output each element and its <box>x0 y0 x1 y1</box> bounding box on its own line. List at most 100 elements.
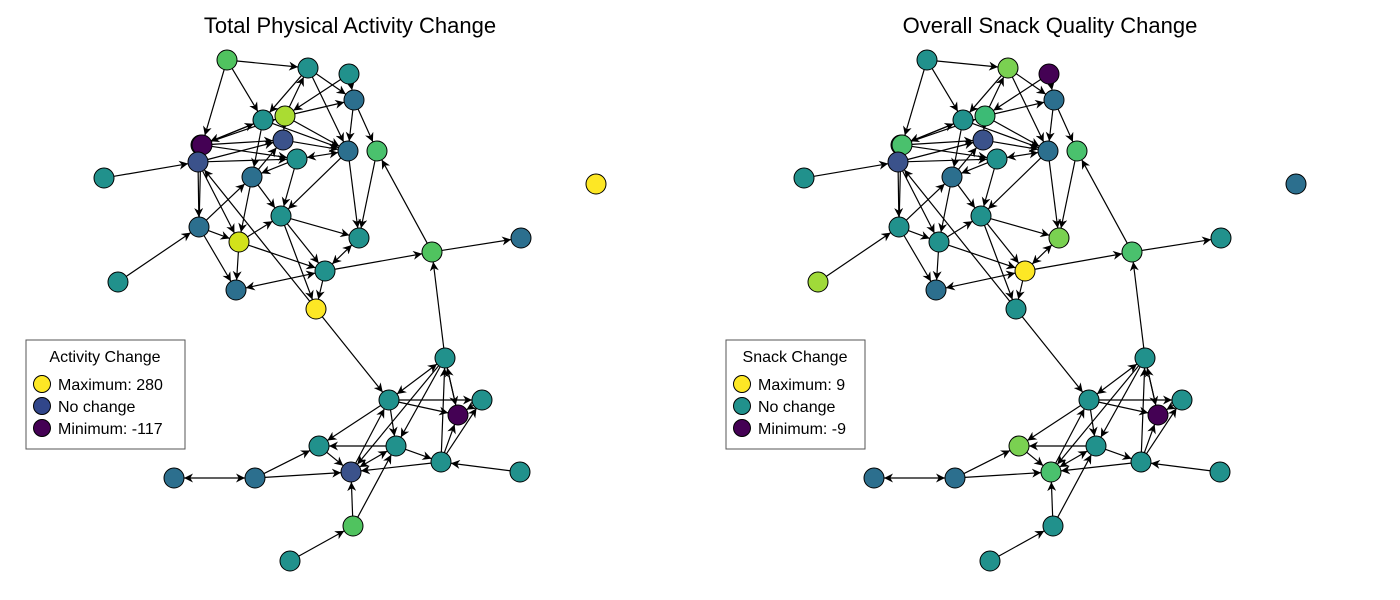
snack-node <box>863 467 885 489</box>
snack-edge <box>1146 408 1177 454</box>
activity-node <box>366 140 388 162</box>
snack-legend-min-swatch <box>733 419 751 437</box>
snack-node <box>952 109 974 131</box>
snack-edge <box>825 232 892 277</box>
activity-edge <box>290 218 350 238</box>
snack-edge <box>986 223 1020 264</box>
activity-node <box>297 57 319 79</box>
activity-edge <box>208 229 230 240</box>
snack-edge <box>1166 401 1177 411</box>
activity-node <box>305 298 327 320</box>
activity-edge <box>292 141 339 153</box>
activity-edge <box>429 261 445 349</box>
activity-legend: Activity Change Maximum: 280 No change M… <box>25 339 186 450</box>
activity-edge <box>264 468 342 478</box>
activity-edge <box>316 280 325 300</box>
activity-edge <box>348 160 362 229</box>
activity-edge <box>334 250 423 270</box>
snack-edge <box>903 69 925 136</box>
activity-node <box>338 63 360 85</box>
snack-node <box>1066 140 1088 162</box>
snack-nodes <box>793 49 1307 572</box>
activity-edge <box>125 232 192 277</box>
activity-edge <box>281 168 295 207</box>
snack-edge <box>993 120 1040 147</box>
activity-edge <box>441 236 512 252</box>
activity-edge <box>360 462 432 475</box>
snack-legend-title: Snack Change <box>743 349 848 366</box>
snack-node <box>1147 404 1169 426</box>
activity-edge <box>232 251 242 281</box>
snack-edge <box>957 147 978 170</box>
activity-edge <box>236 60 299 71</box>
snack-node <box>888 216 910 238</box>
snack-edge <box>948 244 1016 270</box>
snack-node <box>1078 389 1100 411</box>
snack-node <box>1037 140 1059 162</box>
snack-node <box>1130 451 1152 473</box>
snack-edge <box>911 136 974 146</box>
activity-edge <box>203 69 225 136</box>
activity-edge <box>205 183 246 221</box>
activity-node <box>225 279 247 301</box>
snack-node <box>928 231 950 253</box>
snack-node <box>941 166 963 188</box>
activity-edge <box>466 401 477 411</box>
activity-edge <box>450 459 511 472</box>
snack-edge <box>994 99 1045 115</box>
snack-panel: Overall Snack Quality Change Snack Chang… <box>725 13 1307 572</box>
snack-edge <box>1098 401 1149 416</box>
snack-node <box>1005 298 1027 320</box>
activity-edge <box>398 401 449 416</box>
snack-edge <box>1096 363 1138 395</box>
snack-edge <box>1011 76 1045 143</box>
activity-node <box>187 151 209 173</box>
activity-node <box>163 467 185 489</box>
snack-edge <box>1088 409 1098 437</box>
activity-node <box>434 347 456 369</box>
snack-node <box>997 57 1019 79</box>
snack-edge <box>945 270 1016 291</box>
snack-edge <box>813 160 889 177</box>
activity-edge <box>251 129 262 168</box>
activity-legend-max-label: Maximum: 280 <box>58 377 163 394</box>
activity-edge <box>203 235 232 282</box>
activity-node <box>93 167 115 189</box>
snack-node <box>944 467 966 489</box>
activity-node <box>510 227 532 249</box>
activity-edge <box>294 99 345 115</box>
snack-edge <box>993 78 1041 112</box>
snack-edge <box>907 155 988 165</box>
activity-edge <box>345 109 355 142</box>
activity-node <box>343 89 365 111</box>
snack-edge <box>992 141 1039 153</box>
snack-node <box>1048 227 1070 249</box>
snack-node <box>807 271 829 293</box>
snack-edge <box>902 170 935 234</box>
snack-node <box>1008 435 1030 457</box>
snack-edge <box>964 468 1042 478</box>
snack-edge <box>1141 236 1212 252</box>
snack-legend-max-label: Maximum: 9 <box>758 377 845 394</box>
activity-edge <box>231 68 259 112</box>
activity-edge <box>263 449 311 475</box>
activity-panel: Total Physical Activity Change Activity … <box>25 13 607 572</box>
snack-node <box>1038 63 1060 85</box>
snack-node <box>1121 241 1143 263</box>
activity-edge <box>298 530 345 557</box>
snack-node <box>1134 347 1156 369</box>
activity-edge <box>355 408 385 464</box>
snack-edge <box>1139 367 1149 453</box>
activity-node <box>509 461 531 483</box>
activity-edge <box>315 73 347 95</box>
activity-node <box>314 260 336 282</box>
snack-edge <box>936 60 999 71</box>
snack-edge <box>1129 261 1145 349</box>
activity-node <box>430 451 452 473</box>
activity-edge <box>347 481 357 517</box>
activity-node <box>385 435 407 457</box>
activity-node <box>216 49 238 71</box>
snack-node <box>916 49 938 71</box>
